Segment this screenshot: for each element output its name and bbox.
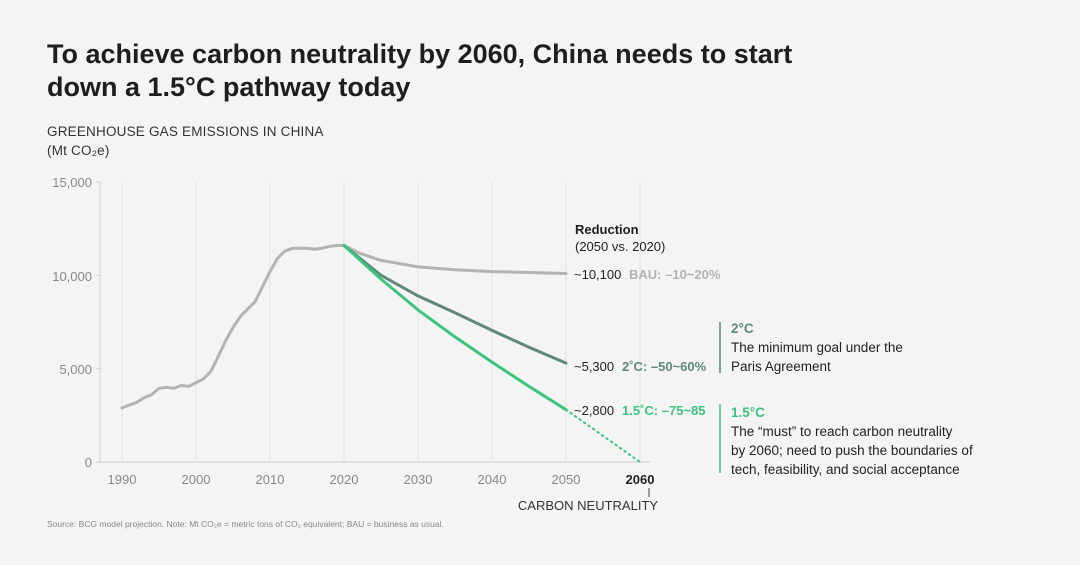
- y-tick-label: 15,000: [52, 175, 92, 190]
- one-five-note-heading: 1.5°C: [731, 405, 765, 420]
- x-axis: 1990 2000 2010 2020 2030 2040 2050 2060 …: [108, 472, 659, 513]
- source-footnote: Source: BCG model projection. Note: Mt C…: [47, 519, 444, 529]
- carbon-neutrality-label: CARBON NEUTRALITY: [518, 498, 658, 513]
- x-tick-label: 2030: [404, 472, 433, 487]
- series-lines: [120, 244, 641, 463]
- one-five-note-line: The “must” to reach carbon neutrality: [731, 424, 953, 439]
- x-tick-label: 2040: [478, 472, 507, 487]
- series-line-bau: [342, 244, 568, 275]
- y-tick-label: 10,000: [52, 269, 92, 284]
- two-degree-reduction: 2˚C: –50~60%: [622, 359, 707, 374]
- series-line-historical: [120, 244, 346, 410]
- one-five-reduction: 1.5˚C: –75~85: [622, 403, 705, 418]
- reduction-annotations: Reduction (2050 vs. 2020) ~10,100 BAU: –…: [574, 222, 721, 473]
- two-degree-note-line: Paris Agreement: [731, 359, 831, 374]
- two-degree-note-heading: 2°C: [731, 321, 754, 336]
- two-degree-note: 2°C The minimum goal under the Paris Agr…: [731, 319, 903, 376]
- two-degree-note-line: The minimum goal under the: [731, 340, 903, 355]
- gridlines: [96, 181, 650, 463]
- x-tick-label: 2050: [552, 472, 581, 487]
- x-tick-label: 2000: [182, 472, 211, 487]
- y-tick-label: 5,000: [59, 362, 92, 377]
- series-line-1-5-c: [342, 244, 568, 412]
- bau-value: ~10,100: [574, 267, 621, 282]
- axis-caption-line-1: GREENHOUSE GAS EMISSIONS IN CHINA: [47, 124, 324, 139]
- one-five-note: 1.5°C The “must” to reach carbon neutral…: [731, 403, 973, 479]
- one-five-value: ~2,800: [574, 403, 614, 418]
- axis-caption: GREENHOUSE GAS EMISSIONS IN CHINA (Mt CO…: [47, 122, 324, 160]
- x-tick-label: 1990: [108, 472, 137, 487]
- y-axis: 0 5,000 10,000 15,000: [52, 175, 92, 470]
- x-tick-label: 2010: [256, 472, 285, 487]
- series-line-1-5-c-to-neutrality: [565, 408, 641, 463]
- reduction-subheading: (2050 vs. 2020): [575, 239, 665, 254]
- bau-reduction: BAU: –10~20%: [629, 267, 721, 282]
- x-tick-label: 2020: [330, 472, 359, 487]
- series-line-2-c: [342, 244, 568, 365]
- y-tick-label: 0: [85, 455, 92, 470]
- one-five-note-line: tech, feasibility, and social acceptance: [731, 462, 960, 477]
- x-tick-label-2060: 2060: [626, 472, 655, 487]
- reduction-heading: Reduction: [575, 222, 639, 237]
- two-degree-value: ~5,300: [574, 359, 614, 374]
- axis-caption-line-2: (Mt CO₂e): [47, 143, 110, 158]
- chart-title: To achieve carbon neutrality by 2060, Ch…: [47, 39, 793, 102]
- one-five-note-line: by 2060; need to push the boundaries of: [731, 443, 973, 458]
